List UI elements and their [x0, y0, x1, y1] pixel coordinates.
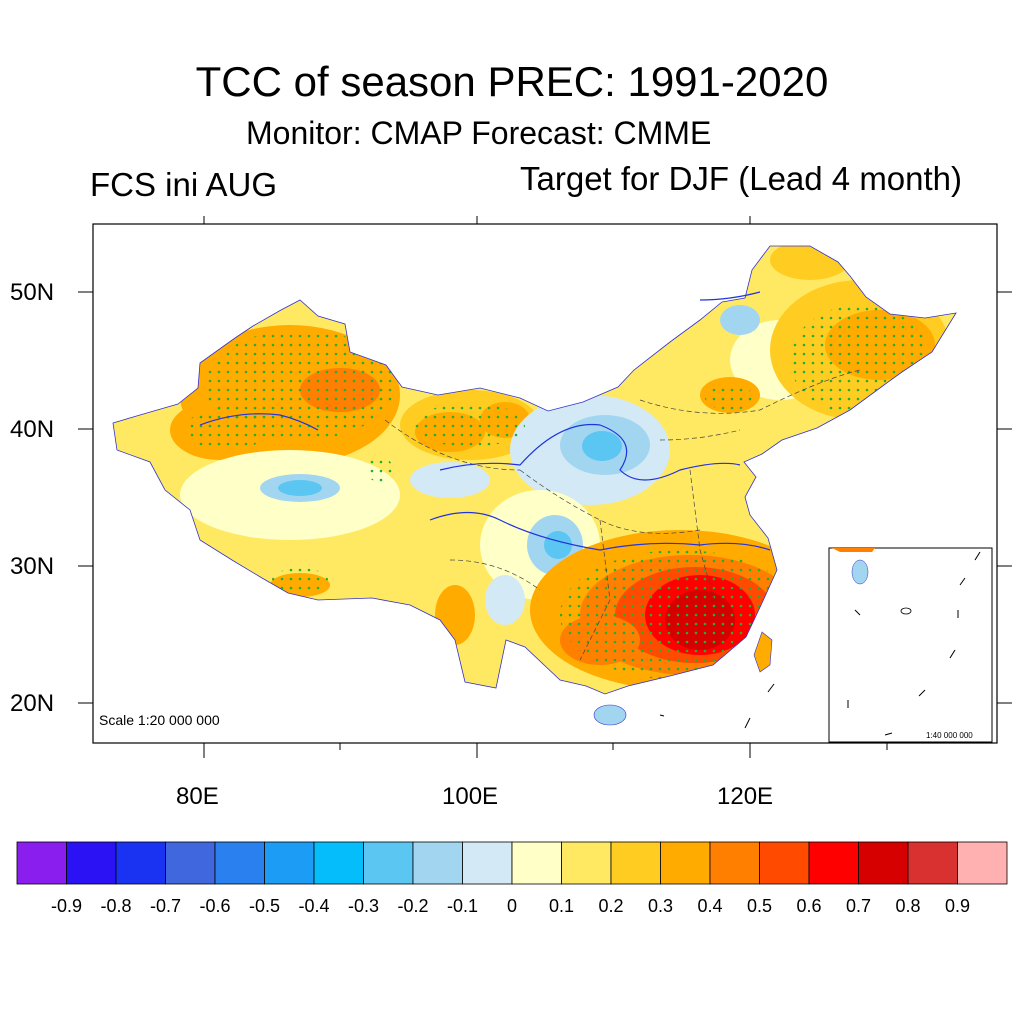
colorbar-tick-label: -0.5	[248, 896, 281, 916]
colorbar-tick-label: -0.8	[100, 896, 132, 916]
lat-label-30n: 30N	[10, 553, 55, 580]
colorbar	[16, 841, 1008, 885]
colorbar-swatch	[561, 841, 612, 885]
colorbar-tick-label: -0.4	[298, 896, 330, 916]
inset-reef	[900, 607, 912, 615]
island-dashes	[659, 683, 775, 729]
colorbar-tick-label: 0.3	[647, 896, 674, 916]
colorbar-swatch	[462, 841, 513, 885]
colorbar-tick-label: 0.7	[845, 896, 872, 916]
colorbar-swatch	[115, 841, 166, 885]
axis-ticks	[78, 216, 1012, 758]
colorbar-tick-label: -0.3	[347, 896, 380, 916]
lat-label-20n: 20N	[10, 690, 55, 717]
inset-hainan	[851, 559, 869, 585]
colorbar-swatch	[759, 841, 810, 885]
map-scale-text: Scale 1:20 000 000	[99, 712, 220, 728]
colorbar-tick-label: 0.9	[944, 896, 971, 916]
colorbar-swatch	[363, 841, 414, 885]
colorbar-swatch	[264, 841, 315, 885]
lon-label-100e: 100E	[442, 783, 499, 810]
colorbar-swatch	[907, 841, 958, 885]
inset-mainland-edge	[832, 548, 875, 552]
colorbar-tick-label: -0.1	[446, 896, 479, 916]
colorbar-tick-label: -0.2	[397, 896, 429, 916]
colorbar-tick-label: 0	[506, 896, 517, 916]
colorbar-tick-label: 0.5	[746, 896, 773, 916]
lon-label-80e: 80E	[176, 783, 219, 810]
lat-label-50n: 50N	[10, 279, 55, 306]
colorbar-swatch	[214, 841, 265, 885]
colorbar-tick-label: 0.8	[895, 896, 921, 916]
colorbar-tick-label: -0.9	[50, 896, 83, 916]
colorbar-swatch	[709, 841, 760, 885]
inset-dashes	[847, 551, 981, 736]
colorbar-swatch	[660, 841, 711, 885]
colorbar-tick-label: -0.6	[199, 896, 231, 916]
colorbar-tick-label: 0.4	[697, 896, 723, 916]
colorbar-tick-label: 0.6	[796, 896, 822, 916]
colorbar-swatch	[957, 841, 1008, 885]
colorbar-swatch	[412, 841, 463, 885]
colorbar-swatch	[165, 841, 216, 885]
hainan-island	[593, 704, 627, 726]
lat-label-40n: 40N	[10, 416, 55, 443]
chart-subtitle: Monitor: CMAP Forecast: CMME	[246, 115, 712, 151]
colorbar-tick-label: -0.7	[149, 896, 182, 916]
colorbar-swatch	[16, 841, 67, 885]
province-boundaries	[384, 369, 861, 661]
rivers	[199, 291, 771, 551]
left-label: FCS ini AUG	[90, 166, 278, 203]
colorbar-tick-label: 0.2	[598, 896, 624, 916]
colorbar-swatch	[808, 841, 859, 885]
colorbar-swatch	[858, 841, 909, 885]
inset-scale-text: 1:40 000 000	[926, 731, 973, 740]
colorbar-tick-label: 0.1	[548, 896, 575, 916]
taiwan-island	[753, 631, 773, 673]
lon-label-120e: 120E	[717, 783, 774, 810]
colorbar-swatch	[66, 841, 117, 885]
chart-title: TCC of season PREC: 1991-2020	[195, 58, 829, 105]
right-label: Target for DJF (Lead 4 month)	[520, 160, 963, 197]
colorbar-swatch	[610, 841, 661, 885]
colorbar-swatch	[511, 841, 562, 885]
colorbar-swatch	[313, 841, 364, 885]
